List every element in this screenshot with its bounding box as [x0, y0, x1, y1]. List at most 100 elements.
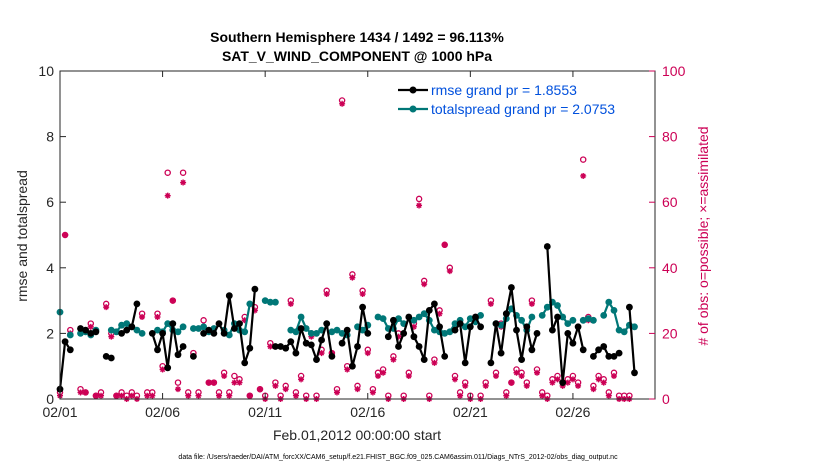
legend-rmse-marker — [409, 86, 417, 94]
totalspread-point — [66, 331, 74, 339]
totalspread-point — [605, 298, 613, 306]
obs-assimilated-point — [128, 392, 135, 399]
rmse-point — [241, 359, 249, 367]
totalspread-point — [225, 331, 233, 339]
rmse-point — [405, 313, 413, 321]
obs-assimilated-point — [251, 307, 258, 314]
rmse-point — [272, 343, 279, 350]
totalspread-point — [292, 328, 300, 336]
obs-assimilated-point — [318, 350, 325, 357]
obs-assimilated-point — [410, 323, 417, 330]
obs-assimilated-point — [421, 281, 428, 288]
obs-assimilated-point — [333, 389, 340, 396]
rmse-point — [554, 313, 561, 321]
obs-assimilated-point — [92, 392, 99, 399]
totalspread-point — [497, 321, 505, 329]
totalspread-point — [420, 310, 428, 318]
rmse-point — [328, 353, 336, 360]
y-left-tick-label: 2 — [46, 325, 54, 341]
obs-assimilated-point — [590, 386, 597, 393]
obs-assimilated-point — [113, 392, 120, 399]
obs-assimilated-point — [221, 373, 228, 380]
rmse-point — [297, 325, 305, 332]
rmse-point — [282, 344, 290, 352]
obs-possible-point — [174, 379, 182, 386]
rmse-line — [489, 286, 539, 364]
totalspread-point — [451, 320, 459, 327]
totalspread-point — [302, 325, 310, 332]
plot-frame — [59, 70, 656, 400]
obs-assimilated-point — [226, 392, 233, 399]
rmse-point — [210, 330, 218, 337]
totalspread-point — [261, 297, 269, 304]
obs-assimilated-point — [282, 386, 289, 393]
y-right-tick-label: 100 — [662, 63, 686, 79]
obs-assimilated-point — [246, 392, 253, 399]
y-right-tick-label: 80 — [662, 129, 678, 145]
rmse-point — [564, 330, 572, 337]
totalspread-point — [297, 313, 305, 321]
obs-assimilated-point — [77, 389, 84, 396]
totalspread-point — [615, 326, 623, 334]
totalspread-point — [138, 330, 146, 337]
y-right-tick-label: 0 — [662, 391, 670, 407]
obs-assimilated-point — [390, 356, 397, 363]
rmse-point — [523, 323, 531, 331]
obs-assimilated-point — [205, 379, 212, 386]
rmse-point — [533, 330, 541, 337]
totalspread-point — [179, 323, 187, 331]
totalspread-point — [441, 330, 449, 337]
rmse-point — [456, 320, 464, 327]
totalspread-point — [461, 323, 469, 331]
obs-assimilated-point — [595, 376, 602, 383]
legend-totalspread-label: totalspread grand pr = 2.0753 — [431, 101, 615, 117]
obs-assimilated-point — [257, 386, 264, 393]
rmse-point — [364, 330, 372, 337]
totalspread-point — [631, 323, 638, 331]
obs-assimilated-point — [82, 389, 89, 396]
obs-assimilated-point — [159, 366, 166, 373]
rmse-point — [559, 379, 567, 386]
rmse-point — [159, 330, 167, 337]
obs-assimilated-point — [118, 392, 125, 399]
rmse-point — [574, 323, 582, 331]
obs-assimilated-point — [462, 382, 469, 389]
totalspread-point — [374, 313, 382, 321]
y-left-tick-label: 0 — [46, 391, 54, 407]
x-tick-label: 02/21 — [453, 404, 488, 420]
rmse-point — [436, 323, 443, 331]
rmse-point — [518, 356, 525, 363]
rmse-point — [420, 356, 428, 363]
rmse-point — [66, 346, 74, 354]
rmse-point — [605, 353, 613, 360]
rmse-point — [220, 330, 228, 337]
rmse-point — [77, 325, 84, 332]
legend-totalspread-marker — [409, 105, 417, 113]
rmse-point — [384, 333, 392, 341]
obs-assimilated-point — [231, 379, 238, 386]
totalspread-point — [538, 312, 546, 319]
rmse-point — [431, 300, 438, 308]
rmse-point — [154, 346, 161, 354]
rmse-line — [387, 302, 446, 361]
rmse-point — [600, 343, 608, 350]
obs-assimilated-point — [164, 192, 171, 199]
rmse-point — [610, 353, 618, 360]
rmse-point — [338, 339, 346, 347]
obs-assimilated-point — [349, 274, 356, 281]
rmse-point — [400, 330, 408, 337]
totalspread-point — [328, 328, 336, 336]
obs-assimilated-point — [139, 314, 146, 320]
obs-assimilated-point — [144, 392, 151, 399]
totalspread-point — [200, 323, 208, 331]
x-tick-label: 02/01 — [42, 404, 77, 420]
obs-assimilated-point — [292, 392, 299, 399]
x-axis-label: Feb.01,2012 00:00:00 start — [273, 427, 441, 443]
obs-assimilated-point — [564, 379, 571, 386]
obs-possible-point — [579, 156, 587, 163]
totalspread-point — [446, 328, 454, 336]
obs-assimilated-point — [359, 291, 366, 298]
obs-assimilated-point — [87, 323, 94, 330]
y-right-tick-label: 60 — [662, 194, 678, 210]
obs-assimilated-point — [149, 392, 156, 399]
